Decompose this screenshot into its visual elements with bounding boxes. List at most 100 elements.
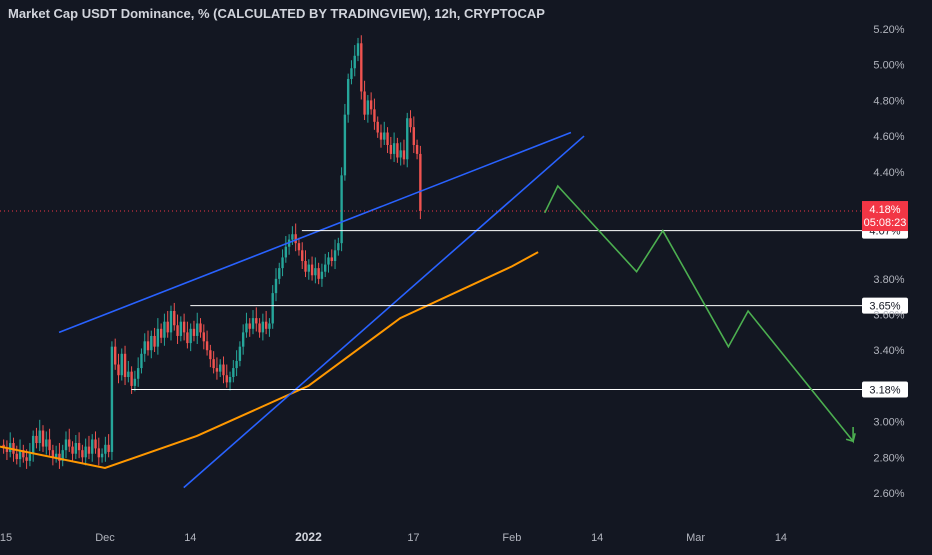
candle-body [264,321,268,329]
candle-body [64,439,68,451]
candle-body [392,143,396,154]
candle-body [192,328,196,336]
price-tick-label: 4.60% [873,131,904,143]
candle-body [120,353,123,376]
candle-body [156,328,160,347]
candle-body [419,153,422,212]
candle-body [35,435,38,444]
candle-body [337,243,340,251]
price-tick-label: 5.00% [873,60,904,72]
candle-body [415,145,419,154]
candle-body [261,321,265,333]
candle-body [114,346,117,365]
candle-body [340,175,343,244]
candle-body [258,323,261,333]
candle-body [327,257,330,265]
candle-body [41,430,45,447]
candle-body [176,325,179,336]
candle-body [369,100,373,110]
candle-body [346,78,350,115]
candle-body [301,250,304,261]
time-tick-label: 14 [591,532,603,544]
candle-body [199,323,202,333]
candle-body [278,268,281,279]
candle-body [268,323,271,329]
candle-body [45,439,48,447]
candle-body [91,439,94,454]
candle-body [166,321,169,333]
candle-body [235,360,238,369]
projection-arrowhead [845,433,856,443]
candle-body [123,353,127,377]
trendline-channel-upper-left [58,131,572,334]
candle-body [127,371,130,377]
candle-body [274,278,278,294]
price-tick-label: 3.00% [873,417,904,429]
candle-body [77,443,81,451]
candle-body [58,453,61,461]
candle-body [28,453,32,461]
candle-body [87,446,91,454]
level-label-box [862,381,908,398]
candle-body [281,257,284,269]
candle-body [133,378,137,386]
candle-body [314,268,317,276]
candle-body [291,234,294,240]
candle-body [219,364,222,372]
axes-layer: 5.20% 5.00% 4.80% 4.60% 4.40% 3.80% 3.60% 3.40%… [0,24,905,544]
candle-body [107,444,110,452]
level-label: 3.65% [869,301,900,313]
candle-body [51,450,55,458]
candle-body [307,264,310,272]
candle-body [212,359,215,369]
price-tick-label: 4.80% [873,95,904,107]
candle-body [48,439,51,451]
candle-body [54,453,58,458]
candle-body [15,453,18,460]
candles-layer [2,35,422,469]
candle-body [245,323,248,333]
projection-layer [543,184,856,444]
current-price-layer: 4.18%05:08:23 [0,201,908,232]
candle-body [232,368,235,377]
candle-body [310,264,314,276]
candle-body [104,444,107,454]
current-price-box [862,201,908,232]
candle-body [294,234,297,244]
candle-body [317,268,320,279]
candle-body [271,293,274,324]
price-tick-label: 2.80% [873,452,904,464]
time-tick-label: Feb [502,532,521,544]
candle-body [353,55,356,69]
candle-body [163,321,166,338]
candle-body [379,132,383,140]
candle-body [304,261,307,272]
candle-body [186,332,189,344]
candle-body [196,323,199,336]
trendline-channel-lower [183,135,585,489]
candle-body [297,243,301,251]
candle-body [205,341,209,351]
candle-body [150,335,153,351]
candle-body [373,109,376,122]
candle-body [330,257,333,261]
time-tick-label: Mar [686,532,705,544]
candle-body [228,377,232,383]
candle-body [140,353,143,369]
candle-body [117,364,120,376]
candle-body [100,453,104,458]
candle-body [248,323,251,329]
price-tick-label: 3.80% [873,274,904,286]
candle-body [215,368,219,372]
candle-body [284,246,288,258]
moving-average-layer [0,251,539,470]
candle-body [38,430,41,444]
candle-body [130,371,133,386]
trendlines-layer [58,131,585,489]
level-label-box [862,297,908,314]
candle-body [97,448,100,458]
candle-body [182,321,186,333]
